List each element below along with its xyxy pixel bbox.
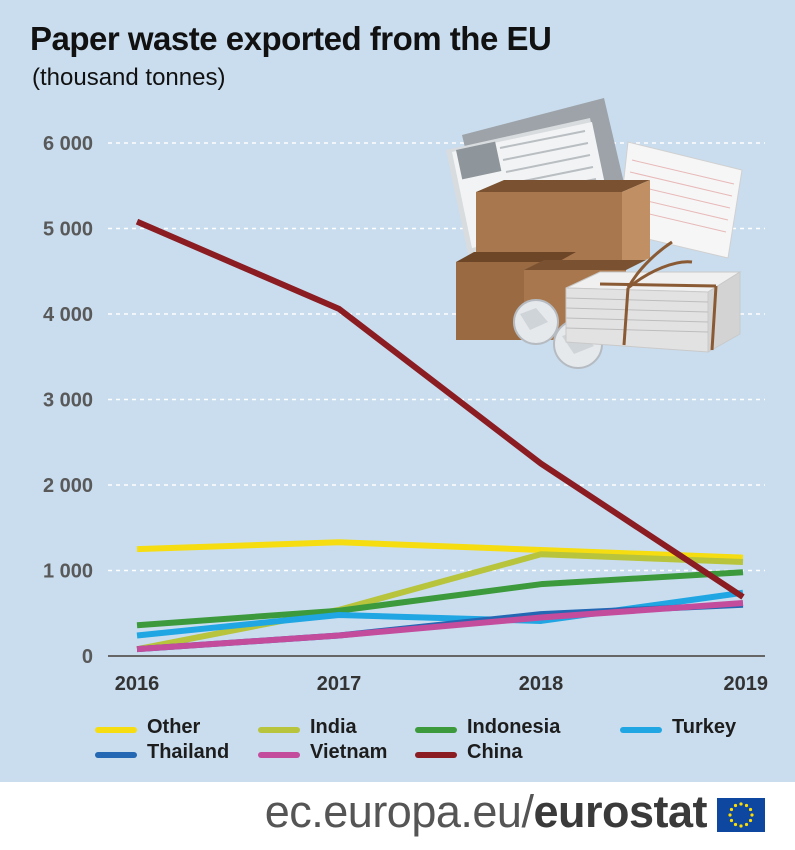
legend-swatch	[95, 752, 137, 758]
star-icon	[748, 807, 753, 812]
paper-stack-icon	[565, 240, 742, 353]
star-icon	[744, 803, 749, 808]
x-tick-label: 2017	[317, 673, 362, 695]
star-icon	[733, 822, 738, 827]
series-line-india	[136, 551, 744, 653]
star-icon	[733, 803, 738, 808]
legend-label: China	[467, 741, 523, 763]
series-line-china	[135, 218, 745, 600]
chart-subtitle: (thousand tonnes)	[32, 64, 226, 91]
star-icon	[729, 818, 734, 823]
y-tick-label: 4 000	[43, 304, 93, 326]
star-icon	[750, 813, 754, 817]
legend-swatch	[415, 727, 457, 733]
y-tick-label: 1 000	[43, 561, 93, 583]
y-tick-label: 2 000	[43, 475, 93, 497]
legend-swatch	[258, 727, 300, 733]
series-line-other	[136, 539, 744, 561]
legend-swatch	[415, 752, 457, 758]
legend-label: Indonesia	[467, 716, 561, 738]
star-icon	[739, 824, 743, 828]
legend-label: Vietnam	[310, 741, 388, 763]
legend-label: Turkey	[672, 716, 737, 738]
x-tick-label: 2019	[724, 673, 769, 695]
series-line-vietnam	[136, 599, 744, 653]
footer-site-label: ec.europa.eu/	[264, 786, 534, 837]
star-icon	[729, 807, 734, 812]
eu-flag-icon	[717, 798, 765, 832]
x-tick-label: 2016	[115, 673, 160, 695]
star-icon	[744, 822, 749, 827]
y-tick-label: 5 000	[43, 219, 93, 241]
legend-swatch	[95, 727, 137, 733]
chart-title: Paper waste exported from the EU	[30, 20, 552, 57]
footer-source[interactable]: ec.europa.eu/eurostat	[264, 786, 708, 838]
legend-swatch	[258, 752, 300, 758]
legend-swatch	[620, 727, 662, 733]
legend-label: India	[310, 716, 357, 738]
star-icon	[748, 818, 753, 823]
line-chart: 0 1 000 2 000 3 000 4 000 5 000 6 000 2016 2017 2…	[43, 98, 769, 695]
paper-waste-illustration	[446, 98, 743, 369]
x-tick-label: 2018	[519, 673, 564, 695]
y-tick-label: 6 000	[43, 133, 93, 155]
y-tick-label: 3 000	[43, 390, 93, 412]
series-line-indonesia	[136, 569, 744, 629]
star-icon	[739, 802, 743, 806]
chart-card	[0, 0, 795, 782]
legend-label: Other	[147, 716, 201, 738]
star-icon	[728, 813, 732, 817]
footer-brand-label: eurostat	[533, 786, 707, 837]
legend-label: Thailand	[147, 741, 230, 763]
y-tick-label: 0	[82, 646, 93, 668]
